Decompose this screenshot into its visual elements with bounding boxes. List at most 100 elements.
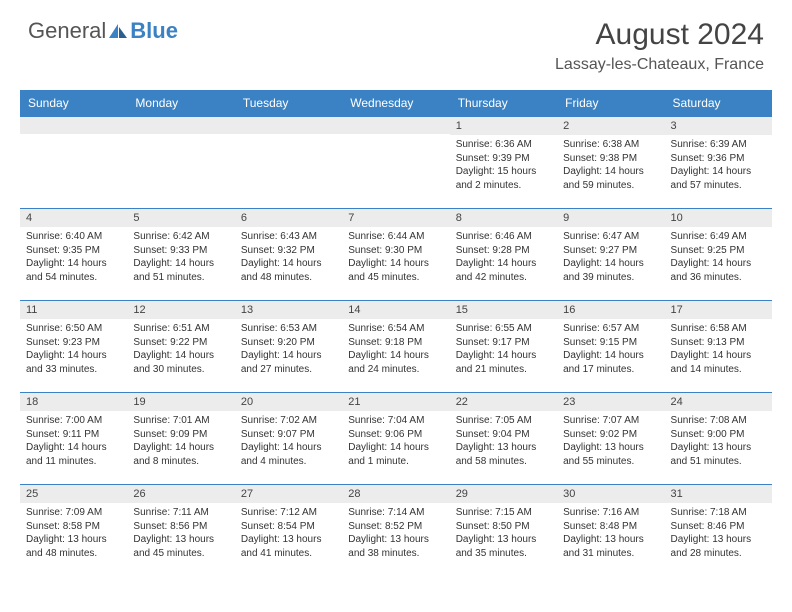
day-number: 3	[665, 116, 772, 135]
daylight-text: Daylight: 15 hours and 2 minutes.	[456, 165, 551, 192]
day-number: 5	[127, 208, 234, 227]
sunset-text: Sunset: 8:54 PM	[241, 520, 336, 534]
day-details: Sunrise: 6:44 AMSunset: 9:30 PMDaylight:…	[342, 227, 449, 290]
sunset-text: Sunset: 9:06 PM	[348, 428, 443, 442]
day-details: Sunrise: 7:04 AMSunset: 9:06 PMDaylight:…	[342, 411, 449, 474]
daylight-text: Daylight: 14 hours and 4 minutes.	[241, 441, 336, 468]
calendar-cell: 30Sunrise: 7:16 AMSunset: 8:48 PMDayligh…	[557, 484, 664, 576]
sunset-text: Sunset: 9:38 PM	[563, 152, 658, 166]
sunset-text: Sunset: 9:07 PM	[241, 428, 336, 442]
day-details: Sunrise: 6:53 AMSunset: 9:20 PMDaylight:…	[235, 319, 342, 382]
day-number: 18	[20, 392, 127, 411]
calendar-cell: 14Sunrise: 6:54 AMSunset: 9:18 PMDayligh…	[342, 300, 449, 392]
daylight-text: Daylight: 14 hours and 14 minutes.	[671, 349, 766, 376]
calendar-cell: 20 Sunrise: 7:02 AMSunset: 9:07 PMDayligh…	[235, 392, 342, 484]
day-details: Sunrise: 6:40 AMSunset: 9:35 PMDaylight:…	[20, 227, 127, 290]
sunset-text: Sunset: 9:28 PM	[456, 244, 551, 258]
calendar-table: Sunday Monday Tuesday Wednesday Thursday…	[20, 90, 772, 576]
calendar-row: 25Sunrise: 7:09 AMSunset: 8:58 PMDayligh…	[20, 484, 772, 576]
calendar-cell: 25Sunrise: 7:09 AMSunset: 8:58 PMDayligh…	[20, 484, 127, 576]
sunset-text: Sunset: 9:11 PM	[26, 428, 121, 442]
day-details: Sunrise: 6:55 AMSunset: 9:17 PMDaylight:…	[450, 319, 557, 382]
calendar-cell: 2Sunrise: 6:38 AMSunset: 9:38 PMDaylight…	[557, 116, 664, 208]
sunrise-text: Sunrise: 7:12 AM	[241, 506, 336, 520]
day-details: Sunrise: 7:18 AMSunset: 8:46 PMDaylight:…	[665, 503, 772, 566]
logo: General Blue	[28, 18, 178, 44]
day-details	[235, 134, 342, 194]
sunrise-text: Sunrise: 7:05 AM	[456, 414, 551, 428]
calendar-cell: 5Sunrise: 6:42 AMSunset: 9:33 PMDaylight…	[127, 208, 234, 300]
day-number	[127, 116, 234, 134]
day-number: 2	[557, 116, 664, 135]
day-number: 14	[342, 300, 449, 319]
sunrise-text: Sunrise: 6:54 AM	[348, 322, 443, 336]
day-number: 16	[557, 300, 664, 319]
calendar-cell: 29Sunrise: 7:15 AMSunset: 8:50 PMDayligh…	[450, 484, 557, 576]
calendar-cell: 11Sunrise: 6:50 AMSunset: 9:23 PMDayligh…	[20, 300, 127, 392]
calendar-cell: 16Sunrise: 6:57 AMSunset: 9:15 PMDayligh…	[557, 300, 664, 392]
daylight-text: Daylight: 13 hours and 55 minutes.	[563, 441, 658, 468]
calendar-cell	[342, 116, 449, 208]
calendar-row: 1Sunrise: 6:36 AMSunset: 9:39 PMDaylight…	[20, 116, 772, 208]
daylight-text: Daylight: 14 hours and 1 minute.	[348, 441, 443, 468]
calendar-cell: 1Sunrise: 6:36 AMSunset: 9:39 PMDaylight…	[450, 116, 557, 208]
daylight-text: Daylight: 13 hours and 48 minutes.	[26, 533, 121, 560]
day-number: 19	[127, 392, 234, 411]
sunrise-text: Sunrise: 7:02 AM	[241, 414, 336, 428]
daylight-text: Daylight: 14 hours and 54 minutes.	[26, 257, 121, 284]
calendar-cell: 18 Sunrise: 7:00 AMSunset: 9:11 PMDayligh…	[20, 392, 127, 484]
sunset-text: Sunset: 9:04 PM	[456, 428, 551, 442]
calendar-cell: 9Sunrise: 6:47 AMSunset: 9:27 PMDaylight…	[557, 208, 664, 300]
day-number: 15	[450, 300, 557, 319]
calendar-cell: 3Sunrise: 6:39 AMSunset: 9:36 PMDaylight…	[665, 116, 772, 208]
day-number: 20	[235, 392, 342, 411]
day-details: Sunrise: 6:46 AMSunset: 9:28 PMDaylight:…	[450, 227, 557, 290]
day-details: Sunrise: 7:12 AMSunset: 8:54 PMDaylight:…	[235, 503, 342, 566]
sunrise-text: Sunrise: 7:00 AM	[26, 414, 121, 428]
day-details	[127, 134, 234, 194]
sunset-text: Sunset: 8:48 PM	[563, 520, 658, 534]
day-number: 21	[342, 392, 449, 411]
sunrise-text: Sunrise: 7:09 AM	[26, 506, 121, 520]
day-details: Sunrise: 6:51 AMSunset: 9:22 PMDaylight:…	[127, 319, 234, 382]
day-details	[342, 134, 449, 194]
calendar-body: 1Sunrise: 6:36 AMSunset: 9:39 PMDaylight…	[20, 116, 772, 576]
sunset-text: Sunset: 9:18 PM	[348, 336, 443, 350]
sunset-text: Sunset: 9:15 PM	[563, 336, 658, 350]
daylight-text: Daylight: 13 hours and 38 minutes.	[348, 533, 443, 560]
daylight-text: Daylight: 14 hours and 11 minutes.	[26, 441, 121, 468]
day-number	[342, 116, 449, 134]
calendar-cell: 31Sunrise: 7:18 AMSunset: 8:46 PMDayligh…	[665, 484, 772, 576]
day-number: 9	[557, 208, 664, 227]
sunset-text: Sunset: 9:39 PM	[456, 152, 551, 166]
sunrise-text: Sunrise: 7:15 AM	[456, 506, 551, 520]
day-number: 23	[557, 392, 664, 411]
daylight-text: Daylight: 14 hours and 33 minutes.	[26, 349, 121, 376]
calendar-cell: 24Sunrise: 7:08 AMSunset: 9:00 PMDayligh…	[665, 392, 772, 484]
day-number: 25	[20, 484, 127, 503]
sunrise-text: Sunrise: 6:50 AM	[26, 322, 121, 336]
day-details: Sunrise: 7:09 AMSunset: 8:58 PMDaylight:…	[20, 503, 127, 566]
calendar-cell: 4Sunrise: 6:40 AMSunset: 9:35 PMDaylight…	[20, 208, 127, 300]
day-number: 29	[450, 484, 557, 503]
page-header: General Blue August 2024 Lassay-les-Chat…	[0, 0, 792, 82]
day-number: 7	[342, 208, 449, 227]
calendar-head: Sunday Monday Tuesday Wednesday Thursday…	[20, 90, 772, 116]
sunrise-text: Sunrise: 6:46 AM	[456, 230, 551, 244]
day-number	[235, 116, 342, 134]
day-details: Sunrise: 7:01 AMSunset: 9:09 PMDaylight:…	[127, 411, 234, 474]
day-number: 4	[20, 208, 127, 227]
day-number: 17	[665, 300, 772, 319]
sunrise-text: Sunrise: 6:39 AM	[671, 138, 766, 152]
day-number: 12	[127, 300, 234, 319]
sunset-text: Sunset: 9:02 PM	[563, 428, 658, 442]
sunrise-text: Sunrise: 7:04 AM	[348, 414, 443, 428]
day-number: 1	[450, 116, 557, 135]
calendar-cell: 6Sunrise: 6:43 AMSunset: 9:32 PMDaylight…	[235, 208, 342, 300]
sunrise-text: Sunrise: 6:43 AM	[241, 230, 336, 244]
sunrise-text: Sunrise: 6:38 AM	[563, 138, 658, 152]
sunrise-text: Sunrise: 7:08 AM	[671, 414, 766, 428]
logo-text-general: General	[28, 18, 106, 44]
day-number: 10	[665, 208, 772, 227]
sunset-text: Sunset: 9:13 PM	[671, 336, 766, 350]
